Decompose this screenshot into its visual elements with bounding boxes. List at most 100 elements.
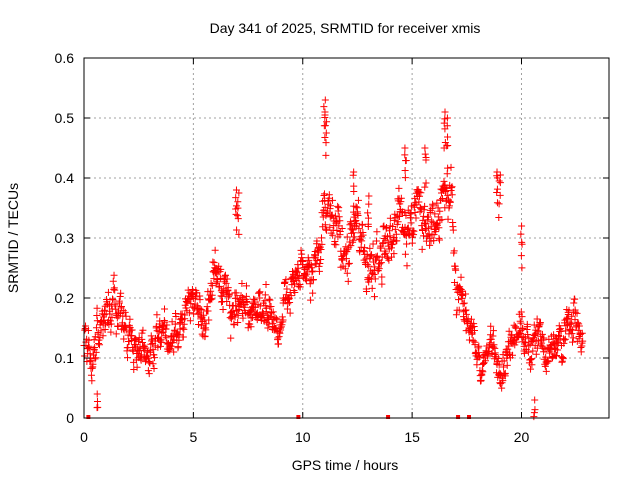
data-point bbox=[512, 324, 520, 332]
data-point bbox=[561, 335, 569, 343]
data-point bbox=[361, 244, 369, 252]
data-point bbox=[247, 314, 255, 322]
data-point bbox=[233, 226, 241, 234]
data-point bbox=[350, 202, 358, 210]
data-point bbox=[377, 244, 385, 252]
data-point bbox=[276, 329, 284, 337]
data-point bbox=[564, 311, 572, 319]
data-point bbox=[145, 370, 153, 378]
data-point bbox=[320, 191, 328, 199]
data-point bbox=[458, 295, 466, 303]
data-point bbox=[424, 216, 432, 224]
data-point bbox=[107, 320, 115, 328]
data-point bbox=[347, 242, 355, 250]
x-tick-label: 20 bbox=[514, 429, 530, 445]
data-point bbox=[259, 309, 267, 317]
data-point bbox=[493, 358, 501, 366]
data-point bbox=[196, 305, 204, 313]
data-point bbox=[92, 348, 100, 356]
data-point bbox=[363, 288, 371, 296]
data-point bbox=[553, 352, 561, 360]
data-point bbox=[493, 174, 501, 182]
data-point bbox=[410, 227, 418, 235]
data-point bbox=[208, 291, 216, 299]
data-point bbox=[318, 240, 326, 248]
data-point bbox=[474, 352, 482, 360]
data-point bbox=[481, 357, 489, 365]
data-point bbox=[544, 358, 552, 366]
data-point bbox=[321, 203, 329, 211]
data-point bbox=[202, 320, 210, 328]
y-tick-label: 0.1 bbox=[55, 350, 75, 366]
x-tick-label: 5 bbox=[189, 429, 197, 445]
data-point bbox=[530, 409, 538, 417]
data-point bbox=[122, 322, 130, 330]
data-point bbox=[421, 183, 429, 191]
data-point bbox=[320, 190, 328, 198]
data-point bbox=[107, 328, 115, 336]
data-point bbox=[411, 209, 419, 217]
data-point bbox=[181, 315, 189, 323]
data-point bbox=[109, 277, 117, 285]
data-point bbox=[443, 114, 451, 122]
data-point bbox=[309, 267, 317, 275]
data-point bbox=[462, 290, 470, 298]
data-point bbox=[377, 259, 385, 267]
data-point bbox=[517, 230, 525, 238]
data-point bbox=[364, 222, 372, 230]
data-point bbox=[273, 316, 281, 324]
data-point bbox=[488, 350, 496, 358]
data-point bbox=[518, 240, 526, 248]
data-point bbox=[191, 294, 199, 302]
data-point bbox=[320, 103, 328, 111]
data-point bbox=[121, 308, 129, 316]
ticks-layer: 0 0.1 0.2 0.3 0.4 0.5 0.6 0 5 10 15 20 bbox=[55, 50, 609, 445]
data-point bbox=[207, 295, 215, 303]
data-point bbox=[308, 268, 316, 276]
data-point bbox=[536, 320, 544, 328]
data-point bbox=[503, 361, 511, 369]
y-tick-label: 0.2 bbox=[55, 290, 75, 306]
data-point bbox=[153, 311, 161, 319]
data-point bbox=[305, 256, 313, 264]
data-point bbox=[253, 316, 261, 324]
data-point bbox=[247, 323, 255, 331]
data-point bbox=[206, 296, 214, 304]
data-point bbox=[510, 321, 518, 329]
data-point bbox=[84, 327, 92, 335]
data-point bbox=[475, 342, 483, 350]
data-point bbox=[434, 204, 442, 212]
data-point bbox=[356, 248, 364, 256]
data-point bbox=[112, 330, 120, 338]
data-point bbox=[448, 191, 456, 199]
data-point bbox=[266, 312, 274, 320]
data-point bbox=[495, 361, 503, 369]
y-tick-label: 0.5 bbox=[55, 110, 75, 126]
data-point bbox=[133, 363, 141, 371]
data-point bbox=[234, 198, 242, 206]
data-point bbox=[354, 196, 362, 204]
data-point bbox=[219, 306, 227, 314]
x-axis-title: GPS time / hours bbox=[292, 457, 399, 473]
data-point bbox=[534, 328, 542, 336]
data-point bbox=[540, 334, 548, 342]
y-tick-label: 0.6 bbox=[55, 50, 75, 66]
data-point bbox=[426, 241, 434, 249]
zero-value-marker bbox=[467, 415, 471, 419]
data-point bbox=[479, 360, 487, 368]
data-point bbox=[333, 218, 341, 226]
data-point bbox=[364, 209, 372, 217]
data-point bbox=[517, 252, 525, 260]
data-point bbox=[170, 348, 178, 356]
data-point bbox=[542, 367, 550, 375]
data-point bbox=[198, 306, 206, 314]
data-point bbox=[509, 351, 516, 359]
data-point bbox=[93, 390, 101, 398]
data-point bbox=[378, 273, 386, 281]
data-point bbox=[234, 204, 242, 212]
data-point bbox=[438, 216, 446, 224]
data-point bbox=[373, 228, 381, 236]
data-point bbox=[99, 332, 107, 340]
data-point bbox=[364, 214, 372, 222]
data-point bbox=[567, 325, 575, 333]
